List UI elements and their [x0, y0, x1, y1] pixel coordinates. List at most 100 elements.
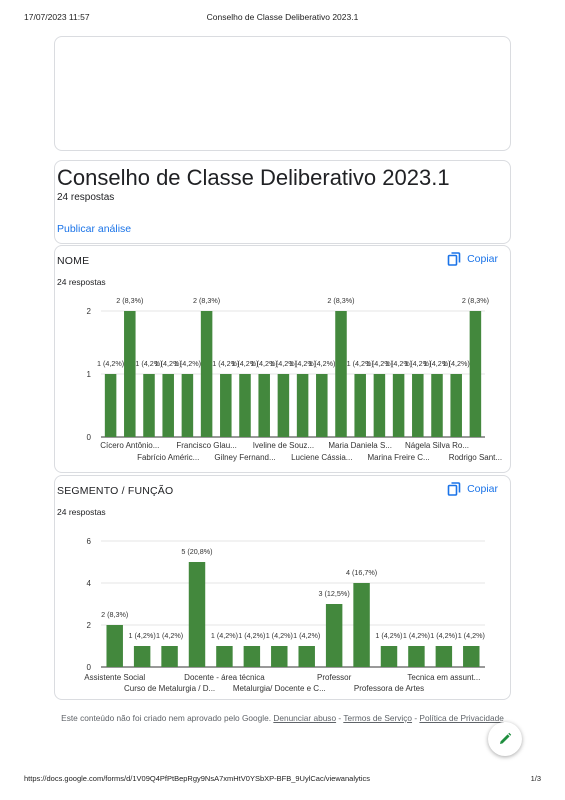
data-label: 2 (8,3%) — [193, 296, 220, 305]
bar — [463, 646, 480, 667]
data-label: 1 (4,2%) — [443, 359, 470, 368]
bar — [243, 646, 261, 667]
google-disclaimer: Este conteúdo não foi criado nem aprovad… — [54, 713, 511, 724]
bar — [450, 374, 462, 437]
x-tick-label: Iveline de Souz... — [253, 441, 314, 450]
data-label: 1 (4,2%) — [366, 359, 393, 368]
data-label: 1 (4,2%) — [458, 631, 485, 640]
data-label: 1 (4,2%) — [270, 359, 297, 368]
bar — [258, 374, 270, 437]
data-label: 1 (4,2%) — [385, 359, 412, 368]
data-label: 1 (4,2%) — [251, 359, 278, 368]
bar — [392, 374, 405, 437]
bar — [431, 374, 443, 437]
form-title: Conselho de Classe Deliberativo 2023.1 — [57, 165, 450, 190]
bar — [354, 374, 366, 437]
bar — [220, 374, 232, 437]
print-footer: https://docs.google.com/forms/d/1V09Q4Pf… — [24, 774, 541, 786]
bar — [469, 311, 482, 437]
copy-chart-button[interactable]: Copiar — [447, 482, 498, 496]
bar — [316, 374, 328, 437]
form-header-banner — [54, 36, 511, 151]
data-label: 1 (4,2%) — [174, 359, 201, 368]
bar — [412, 374, 424, 437]
form-title-card: Conselho de Classe Deliberativo 2023.1 2… — [54, 160, 511, 244]
bar — [216, 646, 233, 667]
data-label: 2 (8,3%) — [462, 296, 489, 305]
privacy-link[interactable]: Política de Privacidade — [419, 713, 504, 723]
bar — [298, 646, 315, 667]
print-header: 17/07/2023 11:57 Conselho de Classe Deli… — [24, 12, 541, 24]
bar — [181, 374, 194, 437]
bar — [435, 646, 453, 667]
x-tick-label: Luciene Cássia... — [291, 453, 352, 462]
question-title: SEGMENTO / FUNÇÃO — [57, 485, 174, 497]
data-label: 1 (4,2%) — [423, 359, 450, 368]
x-tick-label: Docente - área técnica — [184, 673, 265, 682]
terms-link[interactable]: Termos de Serviço — [343, 713, 413, 723]
data-label: 1 (4,2%) — [155, 359, 182, 368]
separator: - — [338, 713, 342, 723]
data-label: 1 (4,2%) — [403, 631, 430, 640]
copy-chart-button[interactable]: Copiar — [447, 252, 498, 266]
copy-icon — [447, 482, 461, 496]
bar — [124, 311, 136, 437]
print-title: Conselho de Classe Deliberativo 2023.1 — [206, 12, 359, 22]
bar — [277, 374, 290, 437]
data-label: 1 (4,2%) — [289, 359, 316, 368]
data-label: 2 (8,3%) — [101, 610, 128, 619]
data-label: 1 (4,2%) — [308, 359, 335, 368]
question-response-count: 24 respostas — [57, 507, 106, 517]
x-tick-label: Professor — [317, 673, 352, 682]
publish-analysis-link[interactable]: Publicar análise — [57, 223, 132, 235]
bar — [162, 374, 174, 437]
data-label: 1 (4,2%) — [156, 631, 183, 640]
copy-label: Copiar — [467, 253, 498, 265]
bar — [106, 625, 123, 667]
print-page-number: 1/3 — [530, 774, 541, 783]
data-label: 1 (4,2%) — [211, 631, 238, 640]
print-url: https://docs.google.com/forms/d/1V09Q4Pf… — [24, 774, 370, 783]
question-response-count: 24 respostas — [57, 277, 106, 287]
data-label: 5 (20,8%) — [181, 547, 212, 556]
bar — [143, 374, 155, 437]
data-label: 4 (16,7%) — [346, 568, 377, 577]
data-label: 1 (4,2%) — [97, 359, 124, 368]
data-label: 1 (4,2%) — [231, 359, 258, 368]
data-label: 1 (4,2%) — [212, 359, 239, 368]
copy-icon — [447, 252, 461, 266]
edit-form-button[interactable] — [488, 722, 522, 756]
y-tick-label: 1 — [87, 370, 92, 379]
data-label: 2 (8,3%) — [116, 296, 143, 305]
bar — [133, 646, 151, 667]
bar — [104, 374, 117, 437]
bar — [161, 646, 178, 667]
x-tick-label: Tecnica em assunt... — [407, 673, 480, 682]
bar — [296, 374, 309, 437]
data-label: 1 (4,2%) — [293, 631, 320, 640]
separator: - — [414, 713, 418, 723]
x-tick-label: Francisco Glau... — [176, 441, 236, 450]
data-label: 1 (4,2%) — [404, 359, 431, 368]
data-label: 3 (12,5%) — [319, 589, 350, 598]
report-abuse-link[interactable]: Denunciar abuso — [273, 713, 337, 723]
data-label: 1 (4,2%) — [266, 631, 293, 640]
y-tick-label: 0 — [87, 663, 92, 672]
x-tick-label: Professora de Artes — [354, 684, 424, 693]
bar — [408, 646, 425, 667]
x-tick-label: Fabrício Améric... — [137, 453, 199, 462]
x-tick-label: Assistente Social — [84, 673, 145, 682]
x-tick-label: Curso de Metalurgia / D... — [124, 684, 215, 693]
bar — [380, 646, 398, 667]
x-tick-label: Marina Freire C... — [367, 453, 429, 462]
copy-label: Copiar — [467, 483, 498, 495]
disclaimer-text: Este conteúdo não foi criado nem aprovad… — [61, 713, 272, 723]
data-label: 1 (4,2%) — [375, 631, 402, 640]
data-label: 1 (4,2%) — [430, 631, 457, 640]
data-label: 1 (4,2%) — [238, 631, 265, 640]
bar — [239, 374, 251, 437]
x-tick-label: Maria Daniela S... — [328, 441, 392, 450]
